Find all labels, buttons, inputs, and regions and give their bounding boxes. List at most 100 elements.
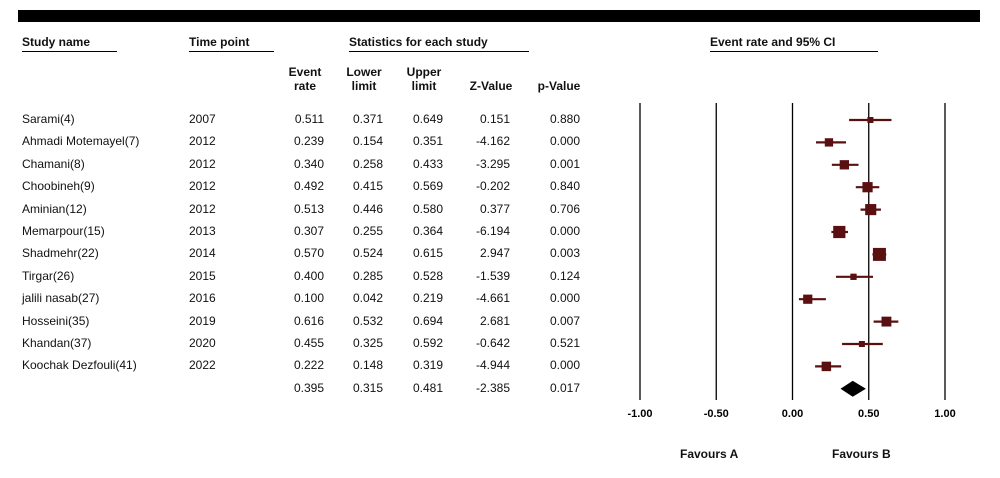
study-row-study-name: Tirgar(26) xyxy=(22,268,75,283)
study-row-upper-limit: 0.569 xyxy=(412,179,443,194)
point-estimate-box xyxy=(865,204,877,216)
study-row-p-value: 0.007 xyxy=(549,313,580,328)
study-row-p-value: 0.003 xyxy=(549,246,580,261)
study-mark xyxy=(815,361,842,372)
study-row-upper-limit: 0.694 xyxy=(412,313,443,328)
point-estimate-box xyxy=(850,273,857,280)
point-estimate-box xyxy=(824,138,834,147)
favours-b-label: Favours B xyxy=(832,447,891,461)
study-row-upper-limit: 0.592 xyxy=(412,336,443,350)
study-mark xyxy=(815,138,847,147)
study-row-lower-limit: 0.285 xyxy=(352,268,383,283)
study-row-event-rate: 0.513 xyxy=(293,201,324,216)
study-row-upper-limit: 0.580 xyxy=(412,201,443,216)
study-row-p-value: 0.706 xyxy=(549,201,580,216)
summary-row-event-rate: 0.395 xyxy=(293,380,324,395)
header-statistics: Statistics for each study xyxy=(349,35,488,49)
study-row-event-rate: 0.492 xyxy=(293,179,324,194)
study-row-upper-limit: 0.649 xyxy=(412,112,443,126)
study-row-time-point: 2012 xyxy=(189,156,216,171)
study-row-upper-limit: 0.615 xyxy=(412,246,443,261)
study-row-event-rate: 0.511 xyxy=(294,112,324,126)
study-row-p-value: 0.840 xyxy=(549,179,580,194)
study-row-time-point: 2016 xyxy=(189,291,216,306)
study-row-study-name: Aminian(12) xyxy=(22,201,87,216)
study-row-study-name: Shadmehr(22) xyxy=(22,246,99,261)
study-row-upper-limit: 0.364 xyxy=(412,224,443,238)
study-row-z-value: -4.162 xyxy=(475,134,510,149)
study-mark xyxy=(873,316,899,327)
study-row-lower-limit: 0.042 xyxy=(352,291,383,306)
study-row-lower-limit: 0.255 xyxy=(352,224,383,238)
study-mark xyxy=(860,204,881,216)
study-row-z-value: 0.151 xyxy=(479,112,510,126)
study-row-lower-limit: 0.258 xyxy=(352,156,383,171)
header-event-rate-ci: Event rate and 95% CI xyxy=(710,35,836,49)
subheader-event-rate: Event rate xyxy=(288,65,322,93)
point-estimate-box xyxy=(867,117,874,123)
study-row-study-name: Ahmadi Motemayel(7) xyxy=(22,134,140,149)
study-row-event-rate: 0.307 xyxy=(293,224,324,238)
header-study-name: Study name xyxy=(22,35,91,49)
study-row-z-value: 0.377 xyxy=(479,201,510,216)
study-row-event-rate: 0.400 xyxy=(293,268,324,283)
study-row-p-value: 0.521 xyxy=(549,336,580,350)
summary-row-lower-limit: 0.315 xyxy=(352,380,383,395)
header-study-underline xyxy=(22,51,117,52)
study-row-time-point: 2019 xyxy=(189,313,216,328)
study-row-time-point: 2012 xyxy=(189,201,216,216)
study-row-lower-limit: 0.532 xyxy=(352,313,383,328)
favours-a-label: Favours A xyxy=(680,447,739,461)
study-row-p-value: 0.000 xyxy=(549,291,580,306)
study-mark xyxy=(849,117,892,123)
study-mark xyxy=(855,182,880,193)
study-row-z-value: -3.295 xyxy=(475,156,510,171)
point-estimate-box xyxy=(833,225,846,239)
x-tick-label: 1.00 xyxy=(934,408,955,420)
forest-plot-marks xyxy=(798,117,899,397)
study-row-time-point: 2012 xyxy=(189,179,216,194)
study-row-time-point: 2007 xyxy=(189,112,216,126)
study-row-study-name: Koochak Dezfouli(41) xyxy=(22,358,137,373)
study-row-lower-limit: 0.446 xyxy=(352,201,383,216)
summary-diamond xyxy=(840,380,866,397)
study-row-p-value: 0.001 xyxy=(549,156,580,171)
study-row-upper-limit: 0.319 xyxy=(412,358,443,373)
x-tick-label: -0.50 xyxy=(704,408,729,420)
study-row-p-value: 0.000 xyxy=(549,134,580,149)
point-estimate-box xyxy=(862,182,873,193)
study-row-time-point: 2012 xyxy=(189,134,216,149)
header-plot-underline xyxy=(710,51,878,52)
study-mark xyxy=(872,247,887,261)
forest-plot-gridlines xyxy=(639,103,946,400)
subheader-upper-limit: Upper limit xyxy=(406,65,442,93)
study-row-event-rate: 0.455 xyxy=(293,336,324,350)
subheader-z-value: Z-Value xyxy=(469,79,513,93)
study-row-z-value: -4.661 xyxy=(475,291,510,306)
study-row-lower-limit: 0.325 xyxy=(352,336,383,350)
study-row-event-rate: 0.616 xyxy=(293,313,324,328)
point-estimate-box xyxy=(839,160,849,170)
header-time-point: Time point xyxy=(189,35,250,49)
point-estimate-box xyxy=(803,294,813,304)
x-tick-label: -1.00 xyxy=(627,408,652,420)
study-row-event-rate: 0.222 xyxy=(293,358,324,373)
study-row-event-rate: 0.570 xyxy=(293,246,324,261)
study-row-lower-limit: 0.154 xyxy=(352,134,383,149)
study-row-lower-limit: 0.371 xyxy=(352,112,383,126)
study-row-upper-limit: 0.351 xyxy=(412,134,443,149)
header-statistics-underline xyxy=(349,51,529,52)
study-row-study-name: Hosseini(35) xyxy=(22,313,90,328)
study-row-upper-limit: 0.528 xyxy=(412,268,443,283)
study-row-study-name: Chamani(8) xyxy=(22,156,85,171)
subheader-lower-limit: Lower limit xyxy=(346,65,382,93)
top-black-bar xyxy=(18,10,980,22)
study-row-time-point: 2015 xyxy=(189,268,216,283)
study-row-p-value: 0.124 xyxy=(549,268,580,283)
study-row-study-name: jalili nasab(27) xyxy=(22,291,100,306)
study-row-lower-limit: 0.415 xyxy=(352,179,383,194)
study-row-z-value: -0.642 xyxy=(475,336,510,350)
study-row-time-point: 2020 xyxy=(189,336,216,350)
study-row-z-value: 2.947 xyxy=(479,246,510,261)
